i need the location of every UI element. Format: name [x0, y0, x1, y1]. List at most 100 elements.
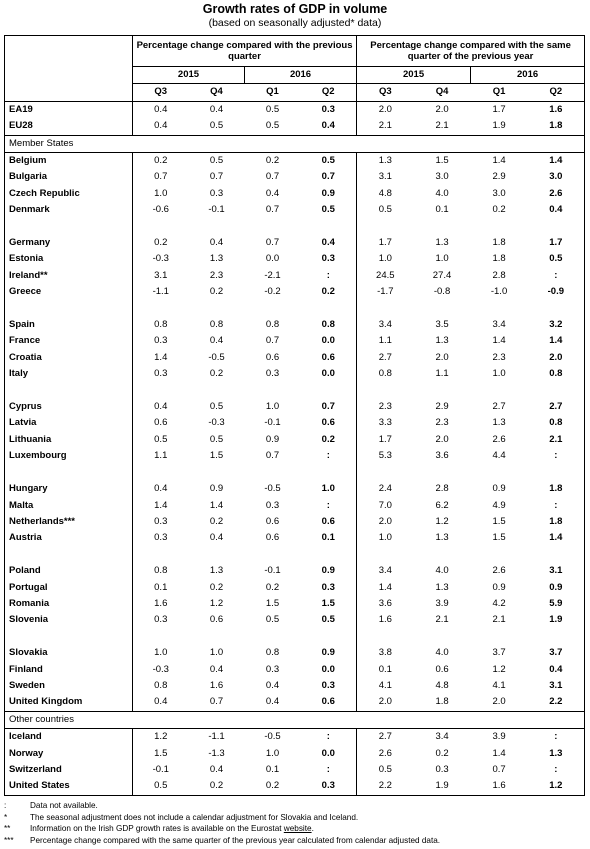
value-cell: 2.7 — [527, 399, 586, 416]
value-cell: 1.3 — [209, 253, 224, 265]
value-cell: 1.3 — [435, 581, 449, 593]
country-name: United Kingdom — [4, 694, 133, 712]
value-cell: 1.1 — [356, 333, 414, 350]
value-cell: 0.3 — [265, 663, 280, 675]
value-cell: 0.2 — [209, 515, 224, 527]
gdp-growth-table: Percentage change compared with the prev… — [3, 35, 586, 796]
value-cell: 2.0 — [356, 694, 414, 712]
value-cell: 0.6 — [265, 351, 280, 363]
value-cell: 2.6 — [356, 745, 414, 762]
section-row: Member States — [3, 134, 586, 154]
spacer-row — [4, 464, 586, 482]
value-cell: 0.5 — [244, 100, 301, 119]
footnote-text: Data not available. — [30, 800, 98, 812]
country-name: Czech Republic — [4, 185, 133, 203]
spacer-cell — [245, 465, 301, 481]
value-cell: 0.0 — [321, 747, 335, 759]
value-cell: 0.4 — [209, 335, 224, 347]
country-name: Luxembourg — [4, 448, 133, 465]
value-cell: 1.7 — [356, 235, 414, 252]
value-cell: 1.0 — [321, 483, 335, 495]
country-name: Sweden — [4, 677, 133, 695]
spacer-cell — [132, 300, 189, 318]
value-cell: 0.2 — [265, 581, 280, 593]
value-cell: 0.6 — [435, 663, 449, 675]
table-row: Portugal 0.1 0.2 0.2 0.3 1.4 1.3 0.9 0.9 — [4, 579, 586, 596]
value-cell: 1.8 — [492, 237, 506, 249]
value-cell: 3.0 — [435, 171, 449, 183]
value-cell: 0.9 — [527, 579, 586, 596]
spacer-cell — [245, 301, 301, 317]
value-cell: : — [527, 448, 586, 465]
value-cell: 3.2 — [527, 317, 586, 334]
value-cell: 1.9 — [492, 120, 506, 132]
value-cell: 1.5 — [435, 155, 449, 167]
value-cell: 1.4 — [527, 333, 586, 350]
value-cell: 4.0 — [435, 187, 449, 199]
spacer-cell — [301, 219, 357, 235]
spacer-cell — [189, 301, 245, 317]
value-cell: 2.0 — [492, 696, 506, 708]
header-quarter: Q1 — [470, 83, 528, 102]
value-cell: 1.0 — [265, 747, 280, 759]
header-quarter: Q3 — [132, 83, 189, 102]
value-cell: 3.4 — [435, 731, 449, 743]
value-cell: 0.2 — [132, 235, 189, 252]
value-cell: 1.6 — [527, 100, 586, 119]
spacer-cell — [245, 219, 301, 235]
eurostat-website-link[interactable]: website — [283, 824, 312, 833]
value-cell: -0.5 — [264, 731, 281, 743]
value-cell: 1.4 — [492, 747, 506, 759]
value-cell: -0.1 — [264, 417, 281, 429]
value-cell: 0.3 — [435, 763, 449, 775]
value-cell: 0.5 — [132, 778, 189, 796]
value-cell: : — [326, 450, 330, 462]
value-cell: 0.4 — [527, 202, 586, 219]
table-row: Malta 1.4 1.4 0.3:7.0 6.2 4.9: — [4, 497, 586, 514]
value-cell: 0.2 — [132, 152, 189, 170]
table-row: Lithuania 0.5 0.5 0.9 0.2 1.7 2.0 2.6 2.1 — [4, 431, 586, 449]
value-cell: 1.3 — [492, 417, 506, 429]
spacer-cell — [414, 219, 471, 235]
footnote-symbol: * — [4, 812, 8, 822]
value-cell: 0.6 — [321, 515, 335, 527]
spacer-cell — [245, 629, 301, 645]
value-cell: -1.1 — [208, 731, 225, 743]
value-cell: 2.0 — [356, 513, 414, 531]
value-cell: 0.2 — [209, 581, 224, 593]
value-cell: 2.8 — [435, 483, 449, 495]
value-cell: 0.4 — [132, 399, 189, 416]
value-cell: 3.4 — [356, 317, 414, 334]
value-cell: 4.0 — [435, 565, 449, 577]
value-cell: 0.2 — [492, 204, 506, 216]
value-cell: 2.1 — [435, 120, 449, 132]
value-cell: : — [527, 728, 586, 746]
value-cell: 0.5 — [132, 431, 189, 449]
value-cell: 2.1 — [492, 614, 506, 626]
section-row: Other countries — [3, 710, 586, 730]
value-cell: 0.1 — [132, 579, 189, 596]
country-name: Lithuania — [4, 431, 133, 449]
value-cell: 0.3 — [132, 333, 189, 350]
value-cell: 27.4 — [432, 269, 452, 281]
value-cell: 0.2 — [244, 778, 301, 796]
spacer-cell — [245, 547, 301, 563]
spacer-cell — [471, 301, 528, 317]
spacer-cell — [527, 218, 586, 236]
value-cell: 1.4 — [527, 152, 586, 170]
value-cell: 0.2 — [265, 155, 280, 167]
spacer-cell — [4, 546, 133, 564]
value-cell: 0.9 — [321, 187, 335, 199]
country-name: Greece — [4, 284, 133, 301]
value-cell: 2.7 — [356, 728, 414, 746]
spacer-cell — [189, 219, 245, 235]
value-cell: 1.3 — [356, 152, 414, 170]
value-cell: 0.6 — [321, 417, 335, 429]
value-cell: 1.7 — [356, 431, 414, 449]
country-name: Finland — [4, 661, 133, 678]
spacer-cell — [527, 382, 586, 400]
value-cell: 1.0 — [356, 530, 414, 547]
value-cell: 3.5 — [435, 319, 449, 331]
value-cell: 1.0 — [492, 368, 506, 380]
footnote-text: Percentage change compared with the same… — [30, 835, 440, 847]
